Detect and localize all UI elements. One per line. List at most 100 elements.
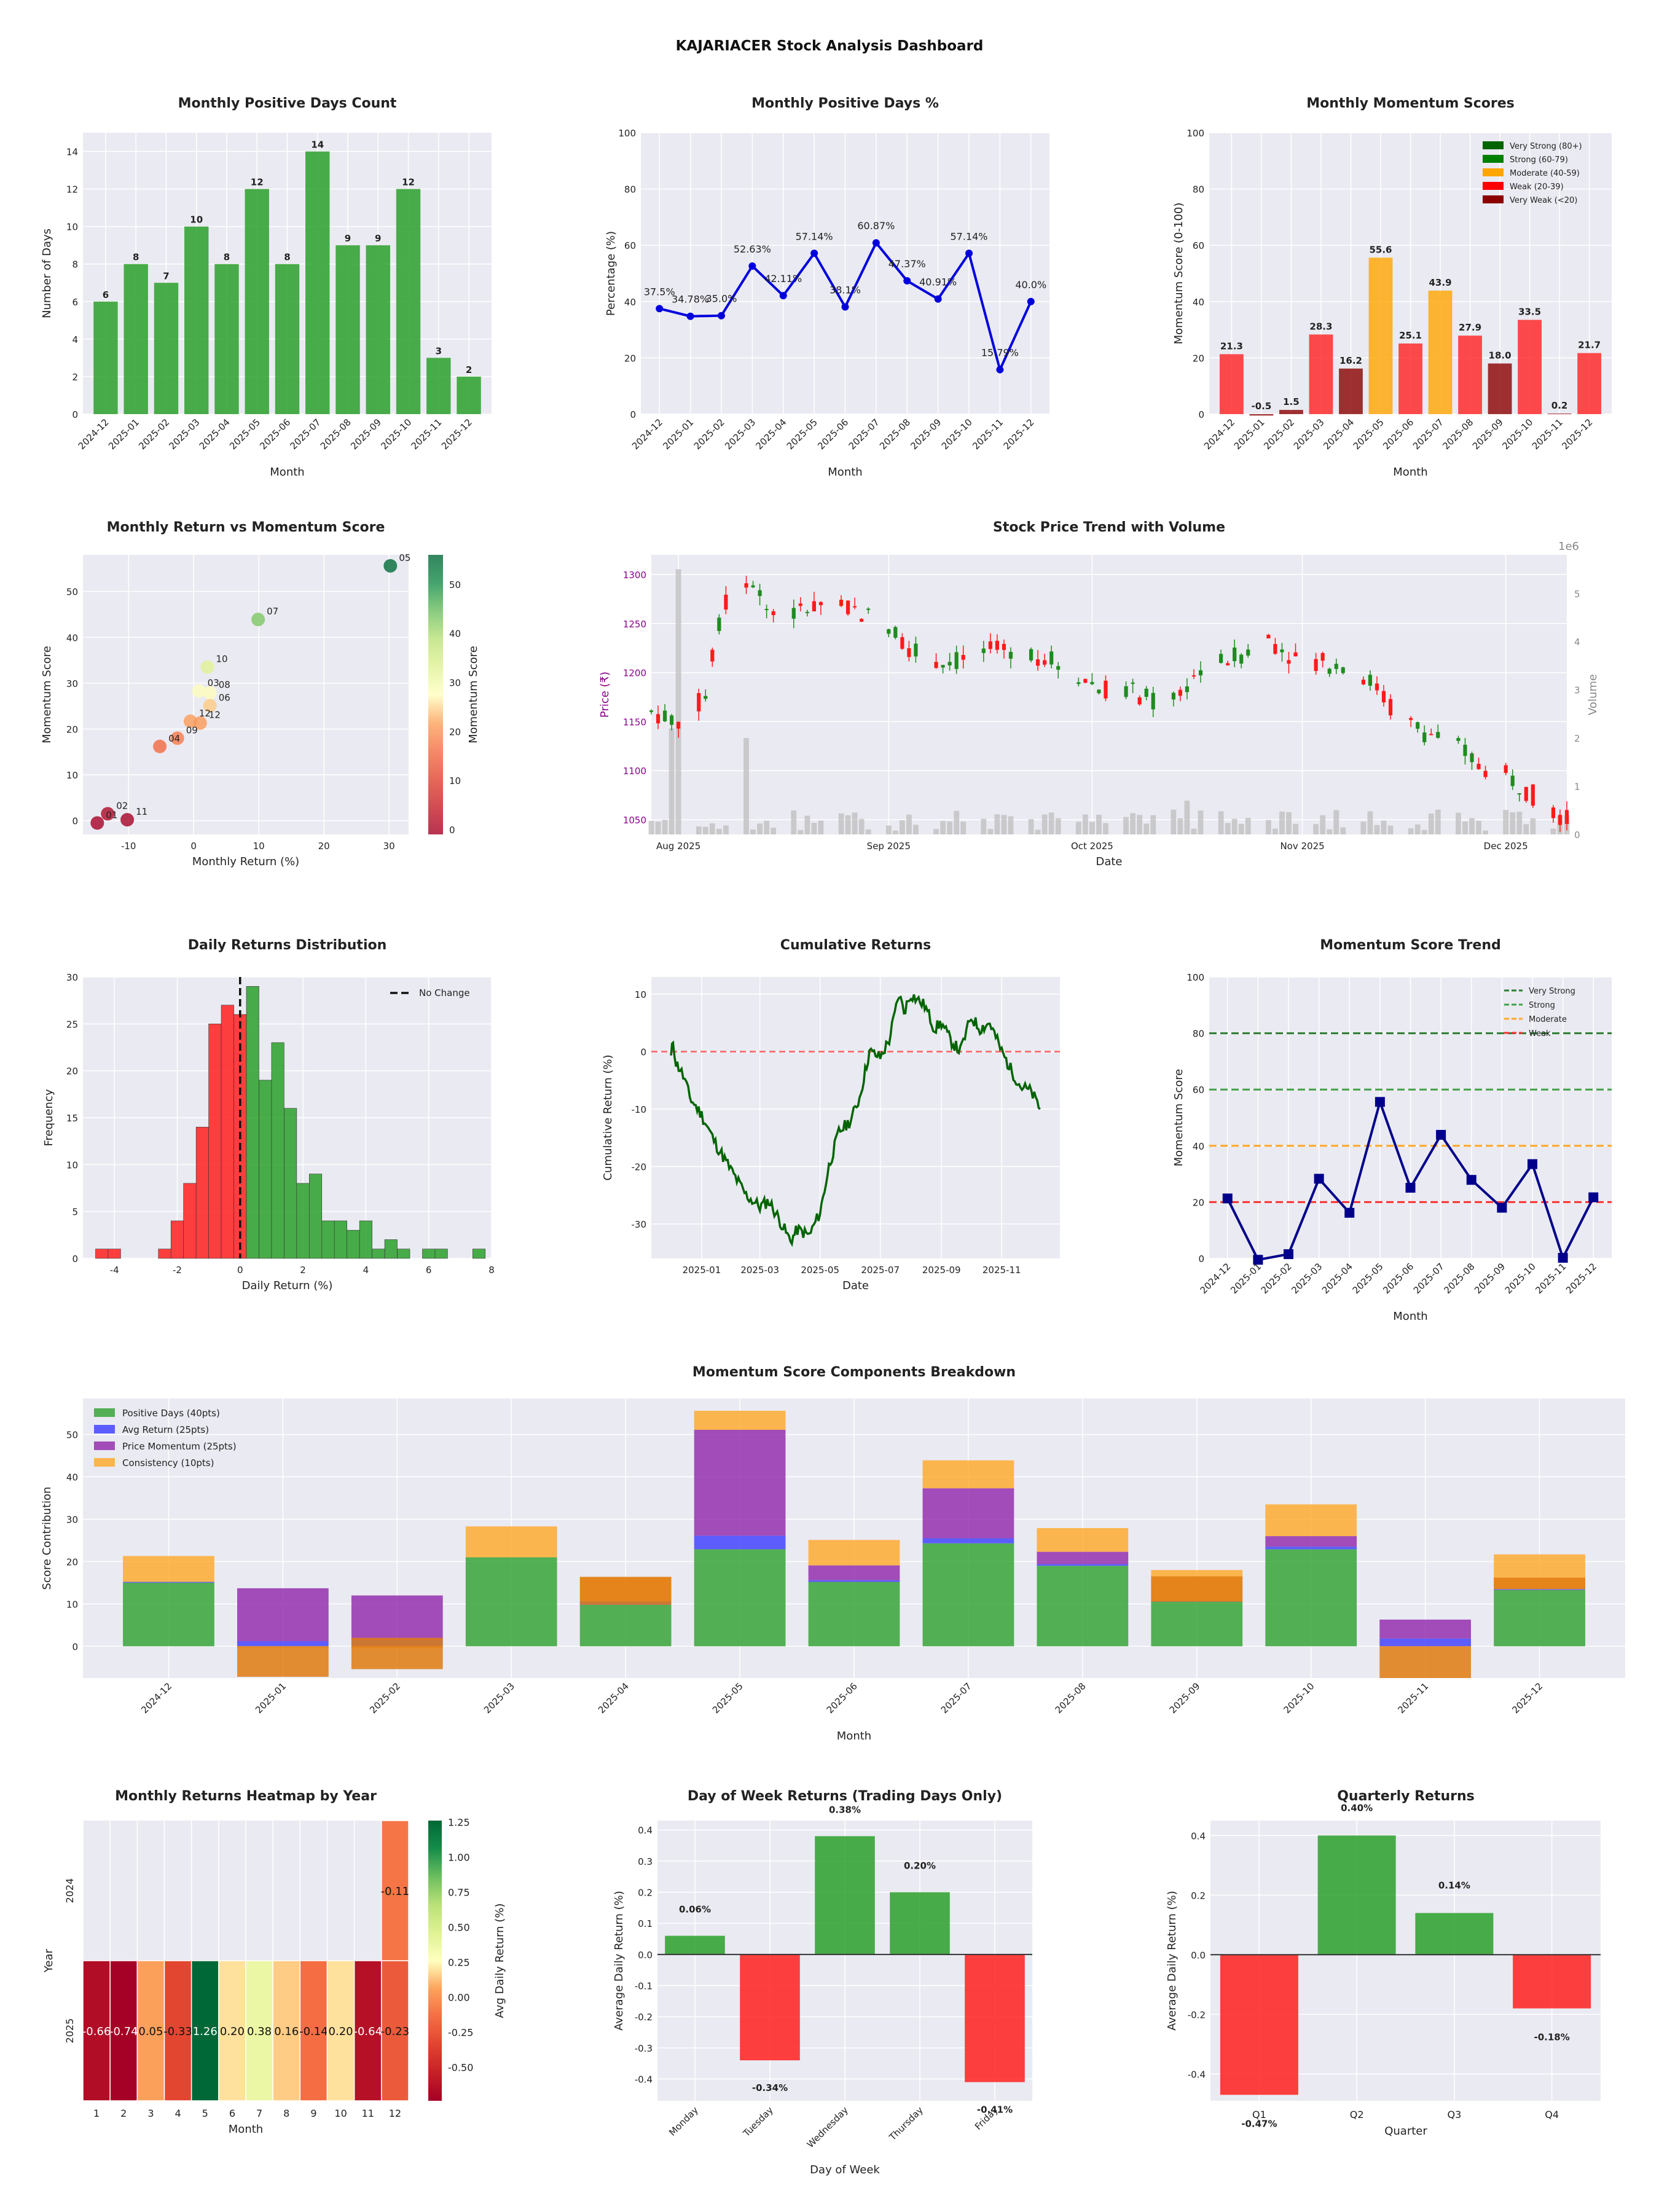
volume-bar (1123, 817, 1129, 834)
x-tick-label: 12 (389, 2108, 401, 2119)
y-axis-label: Momentum Score (41, 646, 53, 743)
bar (366, 245, 390, 414)
candle-body (1036, 659, 1040, 666)
bar-value-label: 6 (103, 289, 109, 300)
x-tick-label: 2025-05 (785, 417, 820, 452)
y-tick-label: 80 (1193, 184, 1204, 195)
x-tick-label: 11 (362, 2108, 374, 2119)
x-tick-label: Sep 2025 (867, 841, 911, 852)
x-tick-label: 2025-07 (288, 417, 323, 452)
data-label: 37.5% (644, 286, 675, 297)
y-tick-label: 0.2 (638, 1888, 653, 1899)
stacked-segment (1379, 1619, 1471, 1639)
volume-bar (960, 822, 967, 834)
x-tick-label: 2025-06 (815, 417, 850, 452)
legend-swatch (1483, 141, 1504, 149)
overlay-segment (1151, 1576, 1243, 1602)
volume-bar (1096, 815, 1102, 834)
x-tick-label: 2025-01 (1232, 417, 1267, 452)
x-tick-label: 2025-09 (922, 1265, 961, 1276)
legend-label: Strong (1529, 1001, 1555, 1010)
histogram-bar (473, 1249, 486, 1259)
y-tick-label: 4 (72, 334, 78, 345)
stacked-segment (1379, 1638, 1471, 1647)
volume-bar (947, 821, 953, 834)
histogram-bar (284, 1108, 297, 1259)
cell-label: 0.16 (274, 2025, 299, 2038)
x-tick-label: 20 (318, 841, 330, 852)
volume-bar (838, 813, 844, 834)
x-tick-label: 2025-08 (1053, 1681, 1088, 1716)
overlay-segment (351, 1637, 443, 1669)
candle-body (670, 715, 674, 725)
chart-title: Stock Price Trend with Volume (993, 520, 1225, 535)
volume-bar (1184, 801, 1190, 834)
y-tick-label: 80 (1193, 1029, 1204, 1040)
bar-value-label: 0.40% (1341, 1802, 1373, 1813)
y-tick-label: 0.2 (1191, 1890, 1206, 1901)
volume-bar (899, 820, 905, 834)
bar (1220, 1955, 1298, 2095)
volume-bar (1279, 811, 1285, 834)
bar (184, 226, 209, 414)
y-tick-label: 10 (66, 222, 78, 233)
candle-body (1280, 649, 1284, 653)
volume-bar (1082, 814, 1088, 834)
candle-body (1368, 675, 1373, 686)
data-label: 38.1% (830, 284, 861, 296)
colorbar-tick-label: 0 (449, 825, 455, 836)
histogram-bar (271, 1042, 284, 1259)
bar-value-label: 21.7 (1578, 340, 1601, 351)
y-tick-label: 20 (66, 1066, 78, 1077)
scatter-point (170, 731, 184, 745)
chart-components-breakdown: Positive Days (40pts) Avg Return (25pts) P… (41, 1365, 1625, 1743)
candle-body (677, 721, 681, 729)
point-label: 11 (136, 806, 147, 817)
data-point (872, 239, 880, 247)
colorbar-tick-label: 20 (449, 726, 461, 737)
y-tick-label: 60 (1193, 240, 1204, 251)
colorbar (428, 555, 443, 834)
heatmap-cell (353, 1960, 382, 2101)
x-tick-label: 2025-05 (227, 417, 262, 452)
y-axis-label: Number of Days (41, 229, 53, 318)
trend-marker (1588, 1192, 1599, 1202)
x-axis-label: Month (229, 2123, 263, 2136)
x-tick-label: 2025-08 (1442, 1261, 1477, 1296)
volume-bar (1340, 827, 1346, 834)
legend-label: Weak (20-39) (1510, 182, 1564, 192)
x-axis-label: Day of Week (810, 2163, 880, 2176)
volume-bar (1008, 816, 1014, 834)
candle-body (914, 643, 918, 657)
chart-positive-days-pct: 37.5%34.78%35.0% 52.63% 42.11% 57.14% 38.1% 6… (605, 96, 1049, 479)
volume-bar (1089, 822, 1095, 834)
bar-value-label: -0.41% (977, 2104, 1013, 2116)
x-tick-label: 2025-09 (1472, 1261, 1507, 1296)
trend-marker (1436, 1129, 1446, 1140)
y-tick-label: 100 (1186, 128, 1204, 139)
chart-title: Cumulative Returns (780, 938, 931, 953)
histogram-bar (334, 1220, 347, 1259)
heatmap-cell (136, 1960, 165, 2101)
cell-label: -0.33 (163, 2025, 192, 2038)
volume-bar (1387, 825, 1394, 834)
candle-body (758, 590, 762, 596)
x-tick-label: 2025-01 (1228, 1261, 1263, 1296)
volume-bar (1048, 812, 1054, 834)
bar-value-label: -0.18% (1534, 2032, 1569, 2043)
volume-bar (1150, 815, 1156, 834)
volume-bar (1327, 829, 1333, 834)
y-tick-label: 20 (624, 353, 636, 364)
point-label: 01 (106, 809, 117, 820)
x-tick-label: Thursday (887, 2104, 925, 2143)
candle-body (724, 594, 728, 610)
colorbar-label: Avg Daily Return (%) (493, 1904, 506, 2018)
candle-body (1524, 786, 1528, 801)
point-label: 07 (267, 606, 278, 617)
legend-label: Price Momentum (25pts) (122, 1441, 237, 1452)
volume-bar (757, 823, 763, 834)
bar-value-label: 25.1 (1399, 330, 1422, 341)
candle-body (812, 601, 816, 612)
candle-body (941, 665, 945, 668)
x-tick-label: 2025-01 (683, 1265, 721, 1276)
